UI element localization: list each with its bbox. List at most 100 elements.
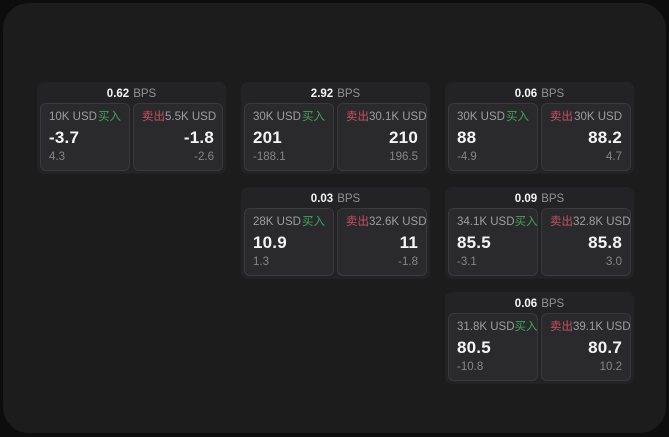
buy-tile[interactable]: 28K USD 买入 10.9 1.3 bbox=[244, 208, 334, 276]
buy-tile-header: 28K USD 买入 bbox=[253, 216, 325, 229]
sell-side-label: 卖出 bbox=[550, 321, 573, 333]
bps-unit-label: BPS bbox=[337, 193, 361, 205]
buy-delta: 4.3 bbox=[49, 151, 65, 163]
buy-price: 88 bbox=[457, 128, 477, 147]
buy-price: 201 bbox=[253, 128, 282, 147]
sell-amount: 32.8K USD bbox=[573, 216, 631, 228]
card-header: 0.06 BPS bbox=[448, 295, 631, 313]
card-body: 28K USD 买入 10.9 1.3 卖出 32.6K USD 11 -1.8 bbox=[244, 208, 427, 276]
sell-delta: -1.8 bbox=[398, 256, 418, 268]
bps-value: 0.62 bbox=[106, 88, 130, 100]
bps-unit-label: BPS bbox=[541, 298, 565, 310]
sell-price: 210 bbox=[389, 128, 418, 147]
buy-side-label: 买入 bbox=[302, 111, 325, 123]
sell-tile-header: 卖出 32.6K USD bbox=[346, 216, 427, 229]
bps-unit-label: BPS bbox=[541, 88, 565, 100]
buy-amount: 10K USD bbox=[49, 111, 97, 123]
sell-amount: 32.6K USD bbox=[369, 216, 427, 228]
sell-tile-header: 卖出 30K USD bbox=[550, 111, 622, 124]
sell-amount: 39.1K USD bbox=[573, 321, 631, 333]
buy-tile-header: 31.8K USD 买入 bbox=[457, 321, 538, 334]
sell-tile[interactable]: 卖出 39.1K USD 80.7 10.2 bbox=[541, 313, 631, 381]
buy-price: 85.5 bbox=[457, 233, 491, 252]
card-body: 30K USD 买入 201 -188.1 卖出 30.1K USD 210 1… bbox=[244, 103, 427, 171]
buy-side-label: 买入 bbox=[302, 216, 325, 228]
buy-side-label: 买入 bbox=[514, 321, 538, 333]
buy-price: 80.5 bbox=[457, 338, 491, 357]
buy-amount: 34.1K USD bbox=[457, 216, 515, 228]
buy-tile[interactable]: 31.8K USD 买入 80.5 -10.8 bbox=[448, 313, 538, 381]
sell-tile-header: 卖出 32.8K USD bbox=[550, 216, 631, 229]
sell-side-label: 卖出 bbox=[550, 216, 573, 228]
buy-price: -3.7 bbox=[49, 128, 80, 147]
sell-side-label: 卖出 bbox=[346, 111, 369, 123]
bps-value: 0.06 bbox=[514, 88, 538, 100]
sell-side-label: 卖出 bbox=[142, 111, 165, 123]
card-body: 31.8K USD 买入 80.5 -10.8 卖出 39.1K USD 80.… bbox=[448, 313, 631, 381]
sell-delta: 196.5 bbox=[389, 151, 418, 163]
buy-side-label: 买入 bbox=[506, 111, 529, 123]
sell-tile-header: 卖出 39.1K USD bbox=[550, 321, 631, 334]
buy-amount: 31.8K USD bbox=[457, 321, 515, 333]
card-header: 0.62 BPS bbox=[40, 85, 223, 103]
bps-value: 2.92 bbox=[310, 88, 334, 100]
quote-card: 0.03 BPS 28K USD 买入 10.9 1.3 卖出 32.6K US… bbox=[241, 187, 430, 279]
card-header: 2.92 BPS bbox=[244, 85, 427, 103]
sell-tile[interactable]: 卖出 32.6K USD 11 -1.8 bbox=[337, 208, 427, 276]
quote-card: 0.09 BPS 34.1K USD 买入 85.5 -3.1 卖出 32.8K… bbox=[445, 187, 634, 279]
main-panel: 0.62 BPS 10K USD 买入 -3.7 4.3 卖出 5.5K USD… bbox=[3, 3, 666, 433]
sell-tile[interactable]: 卖出 30K USD 88.2 4.7 bbox=[541, 103, 631, 171]
sell-delta: 10.2 bbox=[599, 361, 622, 373]
quote-card: 2.92 BPS 30K USD 买入 201 -188.1 卖出 30.1K … bbox=[241, 82, 430, 174]
sell-price: 80.7 bbox=[588, 338, 622, 357]
buy-delta: 1.3 bbox=[253, 256, 269, 268]
quote-card: 0.06 BPS 30K USD 买入 88 -4.9 卖出 30K USD 8… bbox=[445, 82, 634, 174]
buy-delta: -4.9 bbox=[457, 151, 477, 163]
sell-price: -1.8 bbox=[183, 128, 214, 147]
buy-tile-header: 10K USD 买入 bbox=[49, 111, 121, 124]
buy-side-label: 买入 bbox=[98, 111, 121, 123]
buy-tile-header: 34.1K USD 买入 bbox=[457, 216, 538, 229]
sell-amount: 30K USD bbox=[574, 111, 622, 123]
card-header: 0.06 BPS bbox=[448, 85, 631, 103]
sell-side-label: 卖出 bbox=[346, 216, 369, 228]
quote-card: 0.06 BPS 31.8K USD 买入 80.5 -10.8 卖出 39.1… bbox=[445, 292, 634, 384]
card-body: 10K USD 买入 -3.7 4.3 卖出 5.5K USD -1.8 -2.… bbox=[40, 103, 223, 171]
buy-amount: 28K USD bbox=[253, 216, 301, 228]
buy-side-label: 买入 bbox=[514, 216, 538, 228]
bps-unit-label: BPS bbox=[133, 88, 157, 100]
card-body: 34.1K USD 买入 85.5 -3.1 卖出 32.8K USD 85.8… bbox=[448, 208, 631, 276]
sell-amount: 30.1K USD bbox=[369, 111, 427, 123]
bps-value: 0.06 bbox=[514, 298, 538, 310]
sell-tile-header: 卖出 30.1K USD bbox=[346, 111, 427, 124]
sell-side-label: 卖出 bbox=[550, 111, 573, 123]
card-header: 0.03 BPS bbox=[244, 190, 427, 208]
buy-delta: -10.8 bbox=[457, 361, 484, 373]
bps-value: 0.09 bbox=[514, 193, 538, 205]
sell-delta: 4.7 bbox=[606, 151, 622, 163]
sell-tile[interactable]: 卖出 32.8K USD 85.8 3.0 bbox=[541, 208, 631, 276]
buy-tile[interactable]: 30K USD 买入 201 -188.1 bbox=[244, 103, 334, 171]
buy-amount: 30K USD bbox=[253, 111, 301, 123]
sell-price: 88.2 bbox=[588, 128, 622, 147]
buy-tile[interactable]: 34.1K USD 买入 85.5 -3.1 bbox=[448, 208, 538, 276]
buy-tile[interactable]: 10K USD 买入 -3.7 4.3 bbox=[40, 103, 130, 171]
buy-delta: -188.1 bbox=[253, 151, 286, 163]
buy-amount: 30K USD bbox=[457, 111, 505, 123]
sell-delta: 3.0 bbox=[606, 256, 622, 268]
sell-tile-header: 卖出 5.5K USD bbox=[142, 111, 217, 124]
bps-unit-label: BPS bbox=[541, 193, 565, 205]
buy-tile-header: 30K USD 买入 bbox=[253, 111, 325, 124]
sell-amount: 5.5K USD bbox=[165, 111, 217, 123]
sell-tile[interactable]: 卖出 5.5K USD -1.8 -2.6 bbox=[133, 103, 223, 171]
card-header: 0.09 BPS bbox=[448, 190, 631, 208]
card-body: 30K USD 买入 88 -4.9 卖出 30K USD 88.2 4.7 bbox=[448, 103, 631, 171]
sell-delta: -2.6 bbox=[194, 151, 214, 163]
buy-price: 10.9 bbox=[253, 233, 287, 252]
buy-delta: -3.1 bbox=[457, 256, 477, 268]
buy-tile[interactable]: 30K USD 买入 88 -4.9 bbox=[448, 103, 538, 171]
quote-card: 0.62 BPS 10K USD 买入 -3.7 4.3 卖出 5.5K USD… bbox=[37, 82, 226, 174]
sell-tile[interactable]: 卖出 30.1K USD 210 196.5 bbox=[337, 103, 427, 171]
bps-value: 0.03 bbox=[310, 193, 334, 205]
buy-tile-header: 30K USD 买入 bbox=[457, 111, 529, 124]
